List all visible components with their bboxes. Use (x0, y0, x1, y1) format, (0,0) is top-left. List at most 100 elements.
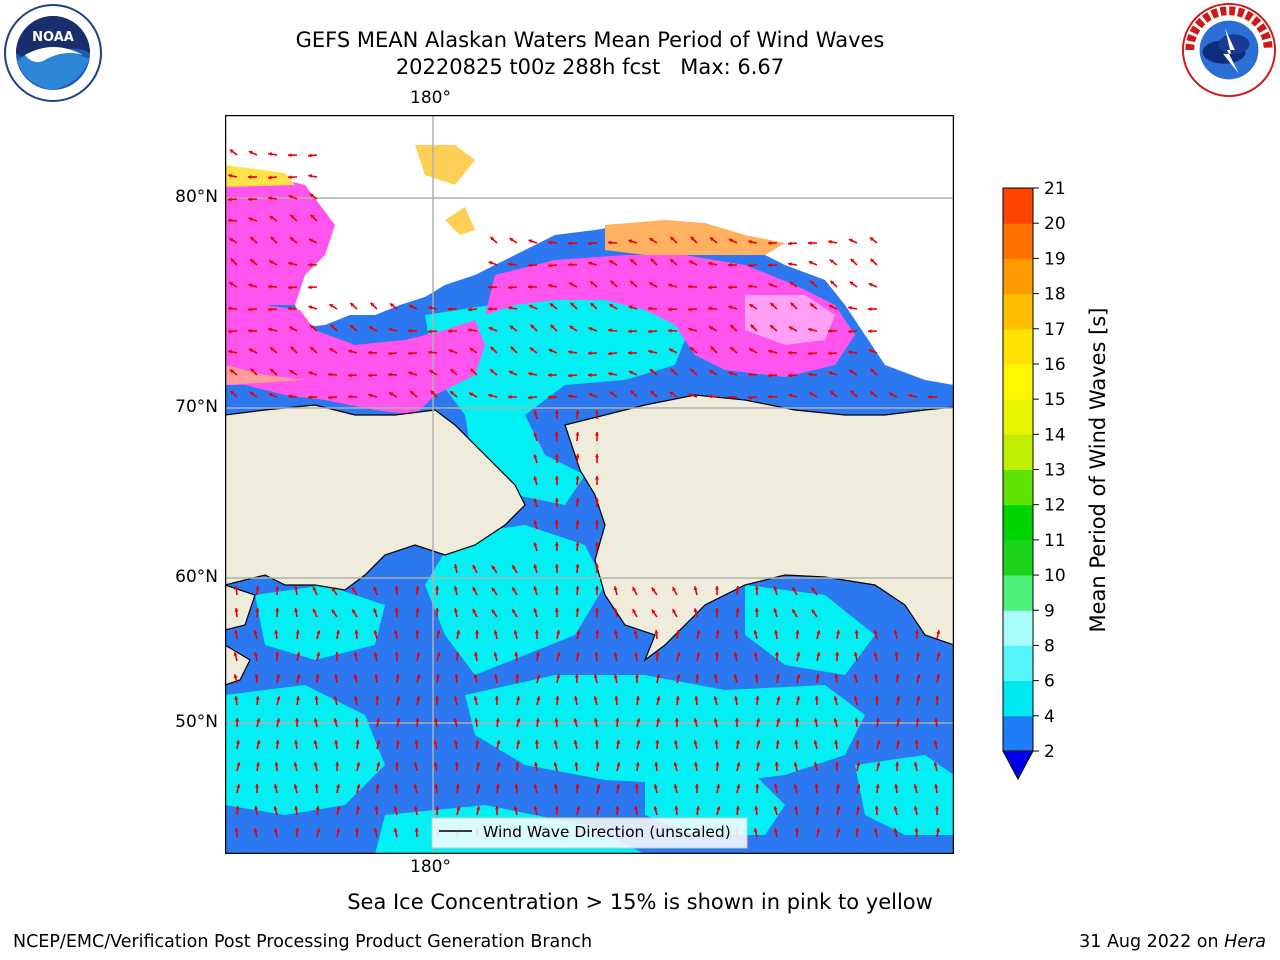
wind-wave-arrowhead (516, 718, 521, 723)
wind-wave-arrowhead (576, 630, 581, 635)
footer-date-text: 31 Aug 2022 on (1079, 932, 1225, 952)
colorbar-tick-label: 8 (1044, 636, 1055, 656)
wind-wave-arrowhead (268, 196, 272, 201)
wind-wave-arrowhead (236, 784, 241, 788)
wind-wave-arrowhead (535, 718, 540, 722)
wind-wave-arrowhead (768, 373, 772, 378)
wind-wave-arrowhead (828, 304, 833, 309)
wind-wave-arrowhead (708, 306, 712, 311)
wind-wave-arrowhead (413, 806, 418, 810)
colorbar-segment (1003, 539, 1033, 576)
wind-wave-arrowhead (815, 806, 820, 810)
wind-wave-arrowhead (268, 284, 272, 289)
wind-wave-arrowhead (816, 630, 821, 635)
wind-wave-arrowhead (456, 806, 461, 811)
wind-wave-arrowhead (609, 391, 614, 396)
wind-wave-arrowhead (813, 762, 818, 766)
wind-wave-arrowhead (895, 674, 900, 678)
wind-wave-arrowhead (373, 608, 378, 613)
wind-wave-arrowhead (509, 238, 514, 242)
wind-wave-arrowhead (713, 696, 718, 701)
wind-wave-arrowhead (375, 784, 380, 788)
wind-wave-arrowhead (575, 542, 580, 546)
noaa-logo: NOAA (4, 4, 102, 102)
wind-wave-arrowhead (573, 740, 578, 744)
wind-wave-arrowhead (696, 652, 701, 656)
wind-wave-arrowhead (896, 718, 901, 723)
wind-wave-arrowhead (474, 630, 479, 634)
wind-wave-arrowhead (596, 784, 601, 789)
wind-wave-arrowhead (835, 762, 840, 766)
wind-wave-arrowhead (789, 326, 793, 331)
wind-wave-arrowhead (915, 718, 920, 722)
wind-wave-arrowhead (914, 828, 919, 832)
wind-wave-arrowhead (435, 806, 440, 810)
colorbar-segment (1003, 469, 1033, 506)
wind-wave-arrowhead (453, 586, 458, 590)
wind-wave-arrowhead (533, 608, 538, 613)
wind-wave-arrowhead (588, 392, 593, 397)
wind-wave-arrowhead (249, 391, 254, 396)
footer-host: Hera (1224, 932, 1266, 952)
wind-wave-arrowhead (294, 586, 299, 590)
wind-wave-arrowhead (868, 329, 872, 334)
wind-wave-arrowhead (730, 347, 735, 351)
wind-wave-arrowhead (394, 762, 400, 766)
wind-wave-arrowhead (833, 696, 838, 701)
wind-wave-arrowhead (314, 696, 319, 700)
wind-wave-arrowhead (628, 305, 633, 310)
wind-wave-arrowhead (233, 652, 238, 657)
wind-wave-arrowhead (295, 718, 300, 722)
wind-wave-arrowhead (488, 326, 493, 331)
lat-label-60: 60°N (175, 567, 218, 587)
wind-wave-arrowhead (334, 740, 339, 744)
wind-wave-arrowhead (276, 674, 281, 678)
sea-ice-region (225, 145, 855, 415)
wind-wave-arrowhead (355, 806, 360, 810)
wind-wave-arrowhead (469, 392, 474, 397)
wind-wave-arrowhead (313, 740, 318, 745)
wind-wave-arrowhead (530, 324, 535, 329)
wind-wave-arrowhead (408, 351, 412, 356)
lat-label-50: 50°N (175, 712, 218, 732)
wind-wave-arrowhead (670, 236, 675, 241)
wind-wave-arrowhead (435, 674, 440, 678)
wind-wave-arrowhead (856, 784, 861, 789)
wind-wave-arrowhead (748, 372, 752, 377)
wind-wave-arrowhead (434, 784, 439, 788)
wind-wave-arrowhead (734, 718, 739, 722)
wind-wave-arrowhead (408, 371, 413, 376)
wind-wave-arrowhead (490, 236, 495, 241)
wind-wave-arrowhead (314, 784, 319, 788)
wind-wave-arrowhead (334, 674, 339, 678)
wind-wave-arrowhead (228, 349, 232, 354)
wind-wave-arrowhead (394, 784, 399, 788)
wind-wave-arrowhead (352, 587, 356, 592)
wind-wave-arrowhead (575, 564, 580, 568)
wind-wave-arrowhead (248, 174, 252, 179)
wind-wave-arrowhead (453, 696, 458, 700)
wind-wave-arrowhead (348, 349, 353, 354)
wind-wave-arrowhead (274, 630, 279, 634)
wind-wave-arrowhead (529, 347, 534, 352)
wind-wave-arrowhead (288, 153, 292, 158)
wind-wave-arrowhead (648, 349, 652, 354)
wind-wave-arrowhead (533, 806, 538, 811)
wind-wave-arrowhead (290, 346, 295, 351)
wind-wave-arrowhead (653, 806, 658, 811)
wind-wave-arrowhead (373, 586, 378, 591)
wind-wave-arrowhead (474, 652, 479, 656)
wind-wave-arrowhead (810, 280, 815, 285)
wind-wave-arrowhead (593, 674, 598, 678)
wind-wave-arrowhead (433, 740, 438, 745)
wind-wave-arrowhead (234, 608, 239, 612)
wind-wave-arrowhead (288, 306, 292, 311)
wind-wave-arrowhead (528, 239, 533, 244)
wind-wave-arrowhead (316, 652, 321, 656)
wind-wave-arrowhead (775, 674, 780, 678)
wind-wave-arrowhead (512, 565, 516, 570)
wind-wave-arrowhead (608, 351, 612, 356)
wind-wave-arrowhead (235, 806, 240, 810)
wind-wave-arrowhead (354, 718, 359, 722)
wind-wave-arrowhead (308, 305, 313, 310)
